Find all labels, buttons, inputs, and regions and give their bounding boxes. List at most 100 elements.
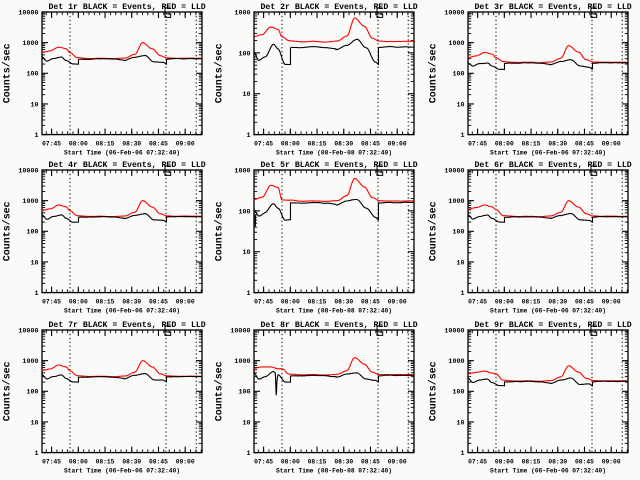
svg-text:Counts/sec: Counts/sec bbox=[213, 361, 224, 421]
svg-text:10: 10 bbox=[456, 419, 464, 427]
svg-text:10: 10 bbox=[242, 91, 250, 99]
svg-text:Counts/sec: Counts/sec bbox=[213, 43, 224, 103]
svg-text:10000: 10000 bbox=[18, 327, 38, 335]
svg-text:Det 2r BLACK = Events, RED = L: Det 2r BLACK = Events, RED = LLD bbox=[260, 3, 417, 12]
svg-text:1: 1 bbox=[460, 450, 464, 458]
svg-text:Start Time (08-Feb-08 07:32:40: Start Time (08-Feb-08 07:32:40) bbox=[276, 467, 392, 474]
svg-text:1: 1 bbox=[246, 132, 250, 140]
svg-text:09:00: 09:00 bbox=[601, 140, 620, 147]
svg-text:08:45: 08:45 bbox=[361, 298, 380, 305]
svg-text:100: 100 bbox=[238, 208, 250, 216]
svg-text:08:45: 08:45 bbox=[361, 458, 380, 465]
svg-text:10000: 10000 bbox=[18, 9, 38, 17]
svg-text:10: 10 bbox=[456, 101, 464, 109]
svg-text:08:15: 08:15 bbox=[95, 458, 114, 465]
svg-text:10000: 10000 bbox=[444, 9, 464, 17]
svg-text:09:00: 09:00 bbox=[175, 298, 194, 305]
svg-text:Det 1r BLACK = Events, RED = L: Det 1r BLACK = Events, RED = LLD bbox=[48, 3, 205, 12]
svg-text:Counts/sec: Counts/sec bbox=[427, 201, 438, 261]
svg-text:10000: 10000 bbox=[444, 327, 464, 335]
svg-text:Counts/sec: Counts/sec bbox=[427, 361, 438, 421]
svg-text:08:30: 08:30 bbox=[334, 298, 353, 305]
svg-text:08:45: 08:45 bbox=[575, 458, 594, 465]
svg-text:1000: 1000 bbox=[22, 198, 38, 206]
svg-text:08:30: 08:30 bbox=[548, 140, 567, 147]
svg-text:10: 10 bbox=[242, 419, 250, 427]
svg-text:1: 1 bbox=[246, 450, 250, 458]
svg-text:1000: 1000 bbox=[448, 40, 464, 48]
svg-text:09:00: 09:00 bbox=[601, 298, 620, 305]
svg-text:Det 3r BLACK = Events, RED = L: Det 3r BLACK = Events, RED = LLD bbox=[474, 3, 631, 12]
svg-text:Counts/sec: Counts/sec bbox=[427, 43, 438, 103]
svg-text:08:00: 08:00 bbox=[494, 458, 513, 465]
svg-text:1: 1 bbox=[246, 290, 250, 298]
svg-text:07:45: 07:45 bbox=[468, 298, 487, 305]
svg-text:09:00: 09:00 bbox=[387, 140, 406, 147]
svg-text:09:00: 09:00 bbox=[175, 458, 194, 465]
svg-text:1000: 1000 bbox=[22, 358, 38, 366]
svg-text:08:15: 08:15 bbox=[521, 140, 540, 147]
svg-text:08:30: 08:30 bbox=[122, 458, 141, 465]
svg-text:1000: 1000 bbox=[22, 40, 38, 48]
svg-text:08:30: 08:30 bbox=[334, 140, 353, 147]
svg-text:1000: 1000 bbox=[448, 358, 464, 366]
svg-text:07:45: 07:45 bbox=[42, 298, 61, 305]
svg-text:100: 100 bbox=[452, 229, 464, 237]
svg-text:1: 1 bbox=[34, 450, 38, 458]
svg-text:Start Time (06-Feb-06 07:32:40: Start Time (06-Feb-06 07:32:40) bbox=[64, 149, 180, 156]
svg-text:Counts/sec: Counts/sec bbox=[1, 43, 12, 103]
svg-text:09:00: 09:00 bbox=[601, 458, 620, 465]
svg-text:1000: 1000 bbox=[234, 167, 250, 175]
svg-text:1000: 1000 bbox=[234, 9, 250, 17]
svg-text:08:15: 08:15 bbox=[307, 458, 326, 465]
svg-text:Start Time (08-Feb-08 07:32:40: Start Time (08-Feb-08 07:32:40) bbox=[276, 307, 392, 314]
svg-text:Start Time (06-Feb-06 07:32:40: Start Time (06-Feb-06 07:32:40) bbox=[490, 467, 606, 474]
svg-text:1: 1 bbox=[34, 132, 38, 140]
svg-text:08:30: 08:30 bbox=[548, 298, 567, 305]
svg-text:08:45: 08:45 bbox=[361, 140, 380, 147]
svg-text:Det 7r BLACK = Events, RED = L: Det 7r BLACK = Events, RED = LLD bbox=[48, 321, 205, 330]
svg-text:08:15: 08:15 bbox=[307, 298, 326, 305]
svg-text:08:15: 08:15 bbox=[95, 140, 114, 147]
svg-text:100: 100 bbox=[26, 389, 38, 397]
svg-text:08:45: 08:45 bbox=[575, 298, 594, 305]
svg-text:10: 10 bbox=[30, 259, 38, 267]
svg-text:08:00: 08:00 bbox=[280, 458, 299, 465]
svg-text:100: 100 bbox=[238, 50, 250, 58]
svg-text:09:00: 09:00 bbox=[387, 458, 406, 465]
svg-text:10000: 10000 bbox=[18, 167, 38, 175]
svg-text:10000: 10000 bbox=[230, 327, 250, 335]
svg-text:1000: 1000 bbox=[448, 198, 464, 206]
svg-text:Counts/sec: Counts/sec bbox=[213, 201, 224, 261]
svg-text:08:45: 08:45 bbox=[149, 140, 168, 147]
svg-text:1: 1 bbox=[34, 290, 38, 298]
svg-text:100: 100 bbox=[26, 229, 38, 237]
svg-text:08:30: 08:30 bbox=[122, 140, 141, 147]
svg-text:08:30: 08:30 bbox=[122, 298, 141, 305]
svg-text:08:30: 08:30 bbox=[334, 458, 353, 465]
svg-text:07:45: 07:45 bbox=[42, 458, 61, 465]
svg-text:Det 5r BLACK = Events, RED = L: Det 5r BLACK = Events, RED = LLD bbox=[260, 161, 417, 170]
svg-text:100: 100 bbox=[238, 389, 250, 397]
svg-text:Det 8r BLACK = Events, RED = L: Det 8r BLACK = Events, RED = LLD bbox=[260, 321, 417, 330]
svg-text:100: 100 bbox=[452, 71, 464, 79]
svg-text:08:00: 08:00 bbox=[68, 458, 87, 465]
svg-text:Det 4r BLACK = Events, RED = L: Det 4r BLACK = Events, RED = LLD bbox=[48, 161, 205, 170]
svg-text:10: 10 bbox=[30, 101, 38, 109]
svg-text:Start Time (06-Feb-06 07:32:40: Start Time (06-Feb-06 07:32:40) bbox=[490, 149, 606, 156]
svg-text:07:45: 07:45 bbox=[468, 458, 487, 465]
svg-text:Start Time (06-Feb-06 07:32:40: Start Time (06-Feb-06 07:32:40) bbox=[64, 307, 180, 314]
svg-text:1: 1 bbox=[460, 132, 464, 140]
svg-text:08:00: 08:00 bbox=[68, 140, 87, 147]
svg-text:08:15: 08:15 bbox=[95, 298, 114, 305]
svg-text:07:45: 07:45 bbox=[254, 458, 273, 465]
svg-text:Det 6r BLACK = Events, RED = L: Det 6r BLACK = Events, RED = LLD bbox=[474, 161, 631, 170]
svg-text:08:00: 08:00 bbox=[280, 298, 299, 305]
svg-text:Counts/sec: Counts/sec bbox=[1, 361, 12, 421]
svg-text:08:45: 08:45 bbox=[149, 298, 168, 305]
svg-text:Det 9r BLACK = Events, RED = L: Det 9r BLACK = Events, RED = LLD bbox=[474, 321, 631, 330]
svg-text:08:30: 08:30 bbox=[548, 458, 567, 465]
svg-text:08:00: 08:00 bbox=[494, 298, 513, 305]
svg-text:08:45: 08:45 bbox=[149, 458, 168, 465]
svg-text:Start Time (06-Feb-06 07:32:40: Start Time (06-Feb-06 07:32:40) bbox=[64, 467, 180, 474]
